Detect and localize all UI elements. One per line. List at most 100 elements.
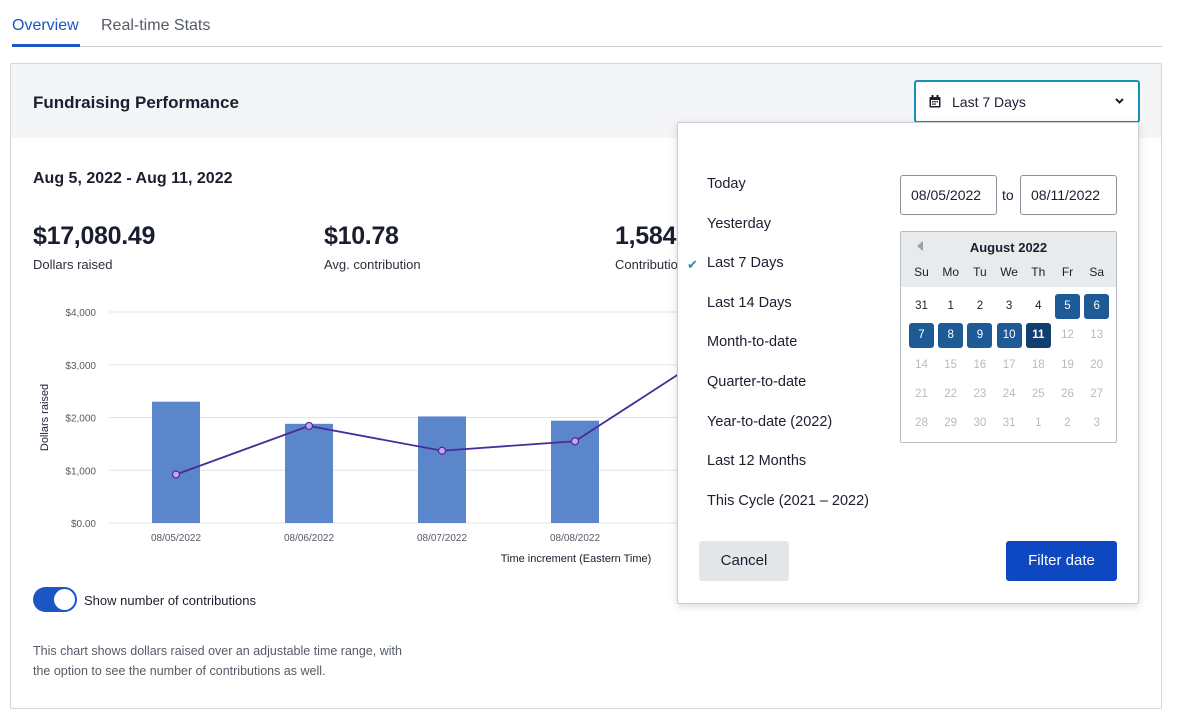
calendar-day[interactable]: 3 xyxy=(1093,417,1100,430)
calendar-day[interactable]: 9 xyxy=(967,323,993,349)
weekday-label: Th xyxy=(1031,265,1046,279)
line-point xyxy=(437,446,447,455)
y-tick-label: $3,000 xyxy=(65,361,96,372)
x-tick-label: 08/07/2022 xyxy=(417,533,467,544)
x-tick-label: 08/05/2022 xyxy=(151,533,201,544)
calendar-month-title: August 2022 xyxy=(969,240,1048,255)
filter-date-button[interactable]: Filter date xyxy=(1006,541,1117,581)
calendar-day[interactable]: 19 xyxy=(1061,358,1074,371)
stat-label: Dollars raised xyxy=(33,257,113,272)
option-last-12-months[interactable]: Last 12 Months xyxy=(707,453,807,469)
calendar-day[interactable]: 31 xyxy=(915,300,928,312)
option-quarter-to-date[interactable]: Quarter-to-date xyxy=(707,374,807,390)
option-today[interactable]: Today xyxy=(707,176,746,192)
bar xyxy=(418,416,466,523)
calendar-day[interactable]: 13 xyxy=(1090,329,1104,342)
calendar-day[interactable]: 22 xyxy=(944,387,958,400)
date-range-select[interactable]: Last 7 Days xyxy=(914,80,1140,123)
line-point xyxy=(304,421,314,431)
calendar-day[interactable]: 15 xyxy=(944,358,958,371)
line-point xyxy=(171,470,181,479)
stat-avg-contribution: $10.78 Avg. contribution xyxy=(324,222,421,272)
calendar-day[interactable]: 1 xyxy=(1035,417,1042,430)
calendar-day[interactable]: 11 xyxy=(1025,323,1051,349)
check-icon: ✔ xyxy=(687,257,698,272)
card-title: Fundraising Performance xyxy=(33,93,239,112)
calendar-day[interactable]: 5 xyxy=(1055,294,1080,319)
calendar-day[interactable]: 17 xyxy=(1002,358,1016,371)
dollars-raised-chart: $0.00 $1,000 $2,000 $3,000 $4,000 08/05/2022 0… xyxy=(39,308,711,565)
y-axis-label: Dollars raised xyxy=(39,384,51,451)
x-tick-label: 08/06/2022 xyxy=(284,533,334,544)
calendar-day[interactable]: 2 xyxy=(976,300,984,312)
option-yesterday[interactable]: Yesterday xyxy=(707,216,771,232)
chart-description: This chart shows dollars raised over an … xyxy=(33,644,402,678)
calendar-day[interactable]: 2 xyxy=(1064,417,1071,430)
calendar-day[interactable]: 4 xyxy=(1035,300,1042,312)
calendar-day[interactable]: 10 xyxy=(996,323,1022,349)
bar xyxy=(551,420,599,523)
bar xyxy=(285,423,333,523)
stat-value: $17,080.49 xyxy=(33,222,156,250)
calendar-day[interactable]: 14 xyxy=(915,358,928,371)
calendar-day[interactable]: 12 xyxy=(1061,329,1074,342)
x-axis-label: Time increment (Eastern Time) xyxy=(501,553,652,565)
calendar-day[interactable]: 25 xyxy=(1031,387,1045,400)
tab-overview[interactable]: Overview xyxy=(12,17,79,34)
to-label: to xyxy=(1002,187,1014,203)
y-tick-label: $1,000 xyxy=(65,466,96,477)
option-last-7-days[interactable]: Last 7 Days xyxy=(707,255,784,271)
weekday-label: Tu xyxy=(973,265,987,279)
option-year-to-date[interactable]: Year-to-date (2022) xyxy=(707,414,833,430)
active-tab-indicator xyxy=(12,44,80,47)
card-header: Fundraising Performance Last 7 Days xyxy=(11,64,1161,138)
calendar-day[interactable]: 16 xyxy=(973,358,987,371)
tab-real-time-stats[interactable]: Real-time Stats xyxy=(101,17,211,34)
calendar-icon xyxy=(929,95,941,108)
calendar-day[interactable]: 8 xyxy=(938,323,964,349)
calendar-day[interactable]: 7 xyxy=(909,323,934,349)
calendar-day[interactable]: 28 xyxy=(915,417,928,430)
calendar-day[interactable]: 31 xyxy=(1002,417,1016,430)
toggle-label: Show number of contributions xyxy=(84,593,256,608)
bar xyxy=(152,401,200,523)
weekday-label: Sa xyxy=(1089,265,1105,279)
stat-label: Contributio xyxy=(615,257,678,272)
to-date-input[interactable]: 08/11/2022 xyxy=(1020,175,1117,215)
weekday-label: Mo xyxy=(942,265,960,279)
from-date-input[interactable]: 08/05/2022 xyxy=(900,175,997,215)
calendar-day[interactable]: 20 xyxy=(1090,358,1104,371)
option-last-14-days[interactable]: Last 14 Days xyxy=(707,295,792,311)
stat-value: $10.78 xyxy=(324,222,399,250)
calendar-day[interactable]: 29 xyxy=(944,417,958,430)
calendar-day[interactable]: 24 xyxy=(1002,387,1016,400)
date-range-heading: Aug 5, 2022 - Aug 11, 2022 xyxy=(33,170,233,187)
y-tick-label: $0.00 xyxy=(71,519,96,530)
stat-contributions: 1,584 Contributio xyxy=(615,222,678,272)
show-contributions-toggle[interactable] xyxy=(33,587,77,612)
calendar-day[interactable]: 1 xyxy=(947,300,954,312)
y-tick-label: $2,000 xyxy=(65,414,96,425)
stat-label: Avg. contribution xyxy=(324,257,421,272)
weekday-label: We xyxy=(1000,265,1018,279)
calendar-day[interactable]: 30 xyxy=(973,417,987,430)
calendar-day[interactable]: 3 xyxy=(1005,300,1013,312)
calendar: August 2022 Su Mo Tu We Th Fr Sa 31 1 2 3 4 5 6 7 8 9 10 1… xyxy=(900,231,1117,443)
x-tick-label: 08/08/2022 xyxy=(550,533,600,544)
tab-bar: Overview Real-time Stats xyxy=(12,0,1162,47)
stat-value: 1,584 xyxy=(615,222,677,250)
calendar-day[interactable]: 18 xyxy=(1031,358,1045,371)
calendar-day[interactable]: 27 xyxy=(1090,387,1104,400)
cancel-button[interactable]: Cancel xyxy=(699,541,789,581)
calendar-day[interactable]: 26 xyxy=(1061,387,1074,400)
option-month-to-date[interactable]: Month-to-date xyxy=(707,334,798,350)
weekday-label: Fr xyxy=(1061,265,1074,279)
calendar-day[interactable]: 6 xyxy=(1084,294,1110,319)
line-point xyxy=(570,437,580,446)
date-range-select-label: Last 7 Days xyxy=(952,94,1026,110)
calendar-day[interactable]: 23 xyxy=(973,387,987,400)
previous-month-icon[interactable] xyxy=(917,241,923,251)
date-range-dropdown: Today Yesterday ✔ Last 7 Days Last 14 Da… xyxy=(677,122,1139,604)
calendar-day[interactable]: 21 xyxy=(915,387,928,400)
option-this-cycle[interactable]: This Cycle (2021 – 2022) xyxy=(707,493,869,509)
